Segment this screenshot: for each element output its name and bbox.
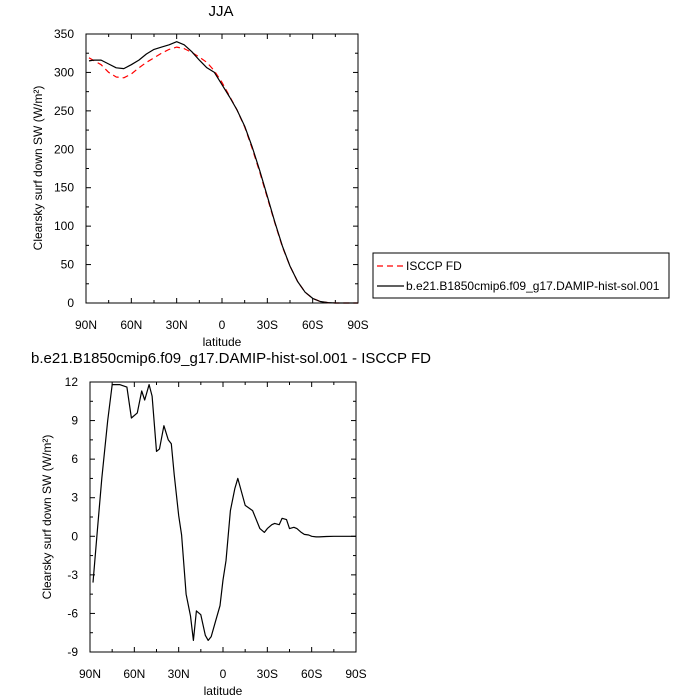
legend: ISCCP FD b.e21.B1850cmip6.f09_g17.DAMIP-… — [372, 252, 670, 299]
top-x-axis-label: latitude — [203, 335, 242, 349]
y-tick-label: 350 — [54, 27, 74, 41]
y-tick-label: 250 — [54, 104, 74, 118]
x-tick-label: 0 — [220, 667, 227, 681]
top-panel: JJA 0 50 100 150 200 250 300 350 90N 60N 30N 0 30S 6… — [31, 3, 369, 349]
x-tick-label: 90N — [79, 667, 101, 681]
x-tick-label: 0 — [219, 318, 226, 332]
x-tick-label: 30S — [257, 667, 278, 681]
top-y-axis-label: Clearsky surf down SW (W/m²) — [31, 86, 45, 251]
y-tick-label: 6 — [71, 452, 78, 466]
y-tick-label: 12 — [65, 375, 79, 389]
top-chart-title: JJA — [208, 3, 233, 20]
y-tick-label: 0 — [67, 296, 74, 310]
top-x-axis: 90N 60N 30N 0 30S 60S 90S — [75, 34, 369, 332]
bottom-x-axis-label: latitude — [204, 684, 243, 698]
y-tick-label: 100 — [54, 219, 74, 233]
bottom-series-group — [92, 384, 356, 642]
bottom-y-axis: 12 9 6 3 0 -3 -6 -9 — [65, 375, 356, 659]
top-y-axis: 0 50 100 150 200 250 300 350 — [54, 27, 358, 310]
x-tick-label: 30N — [166, 318, 188, 332]
legend-label-model: b.e21.B1850cmip6.f09_g17.DAMIP-hist-sol.… — [406, 279, 660, 293]
bottom-plot-frame — [89, 381, 357, 653]
bottom-y-axis-label: Clearsky surf down SW (W/m²) — [40, 435, 54, 600]
legend-box — [372, 252, 670, 299]
bottom-x-axis: 90N 60N 30N 0 30S 60S 90S — [79, 382, 367, 681]
bottom-series-line-0 — [92, 384, 356, 642]
y-tick-label: 200 — [54, 142, 74, 156]
x-tick-label: 30S — [257, 318, 278, 332]
y-tick-label: -9 — [67, 645, 78, 659]
x-tick-label: 90S — [347, 318, 368, 332]
y-tick-label: 9 — [71, 414, 78, 428]
x-tick-label: 30N — [168, 667, 190, 681]
legend-label-isccp: ISCCP FD — [406, 259, 462, 273]
y-tick-label: 150 — [54, 181, 74, 195]
x-tick-label: 90S — [345, 667, 366, 681]
y-tick-label: 3 — [71, 491, 78, 505]
top-plot-frame — [85, 33, 359, 304]
x-tick-label: 60S — [302, 318, 323, 332]
y-tick-label: 300 — [54, 65, 74, 79]
bottom-panel: b.e21.B1850cmip6.f09_g17.DAMIP-hist-sol.… — [31, 350, 431, 698]
x-tick-label: 60S — [301, 667, 322, 681]
y-tick-label: -3 — [67, 568, 78, 582]
top-series-line-1 — [88, 41, 358, 304]
x-tick-label: 60N — [120, 318, 142, 332]
x-tick-label: 60N — [123, 667, 145, 681]
bottom-chart-title: b.e21.B1850cmip6.f09_g17.DAMIP-hist-sol.… — [31, 350, 431, 367]
y-tick-label: 0 — [71, 529, 78, 543]
top-series-group — [88, 41, 358, 304]
top-series-line-0 — [88, 46, 358, 304]
y-tick-label: -6 — [67, 606, 78, 620]
x-tick-label: 90N — [75, 318, 97, 332]
y-tick-label: 50 — [61, 258, 75, 272]
